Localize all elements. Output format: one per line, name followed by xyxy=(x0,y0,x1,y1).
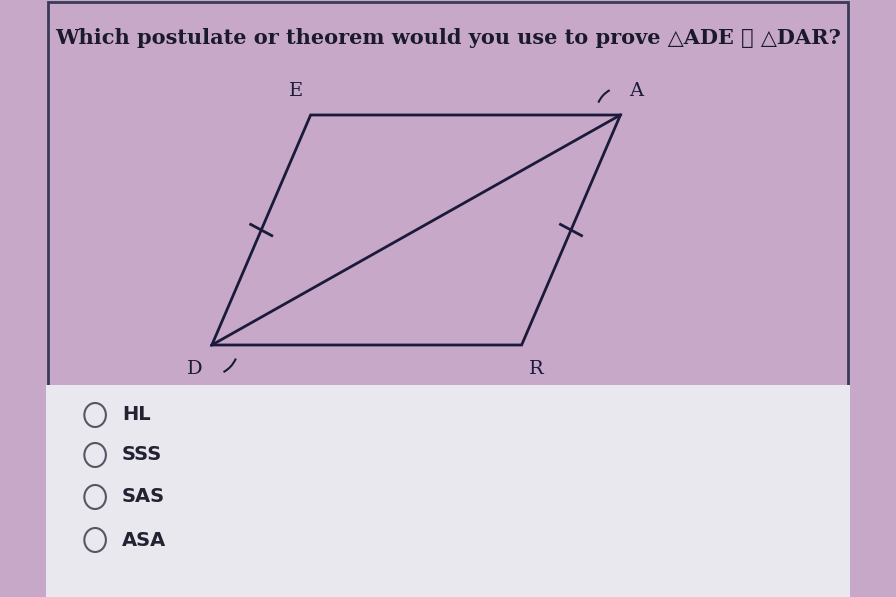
Text: E: E xyxy=(289,82,304,100)
Bar xyxy=(46,385,850,597)
Text: HL: HL xyxy=(122,405,151,424)
Text: SSS: SSS xyxy=(122,445,162,464)
Text: ASA: ASA xyxy=(122,531,167,549)
Text: Which postulate or theorem would you use to prove △ADE ≅ △DAR?: Which postulate or theorem would you use… xyxy=(55,28,841,48)
Text: D: D xyxy=(187,360,202,378)
Text: A: A xyxy=(629,82,643,100)
Text: SAS: SAS xyxy=(122,488,165,506)
Text: R: R xyxy=(529,360,544,378)
